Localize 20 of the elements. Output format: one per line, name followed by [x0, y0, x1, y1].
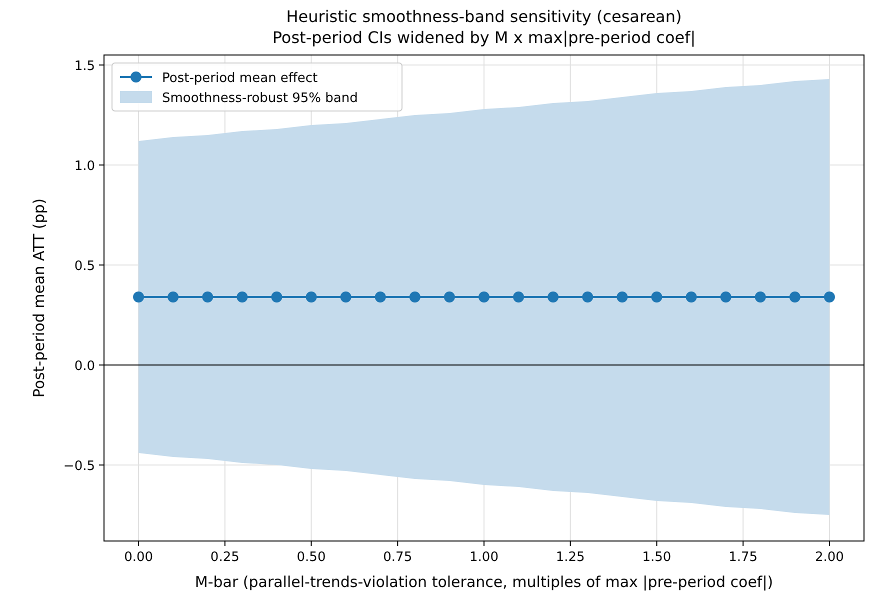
- y-tick-label: 0.5: [74, 259, 95, 274]
- x-tick-label: 0.75: [383, 550, 412, 565]
- y-tick-label: 1.0: [74, 159, 95, 174]
- x-tick-label: 1.00: [470, 550, 498, 565]
- x-axis-title: M-bar (parallel-trends-violation tolerance, multiples of max |pre-period coef|): [194, 573, 774, 591]
- x-tick-label: 1.75: [728, 550, 758, 565]
- legend-label: Post-period mean effect: [162, 71, 318, 86]
- y-tick-label: −0.5: [63, 459, 95, 474]
- x-tick-label: 0.50: [296, 550, 326, 565]
- y-axis-title: Post-period mean ATT (pp): [30, 198, 48, 398]
- chart-subtitle: Post-period CIs widened by M x max|pre-period coef|: [272, 28, 696, 47]
- y-tick-label: 0.0: [74, 359, 95, 374]
- x-tick-label: 1.50: [642, 550, 672, 565]
- x-tick-label: 2.00: [814, 550, 844, 565]
- legend-label: Smoothness-robust 95% band: [162, 91, 358, 106]
- x-tick-label: 1.25: [556, 550, 585, 565]
- chart-title: Heuristic smoothness-band sensitivity (cesarean): [286, 7, 682, 26]
- x-tick-label: 0.25: [210, 550, 240, 565]
- x-tick-label: 0.00: [124, 550, 154, 565]
- y-tick-label: 1.5: [74, 59, 95, 74]
